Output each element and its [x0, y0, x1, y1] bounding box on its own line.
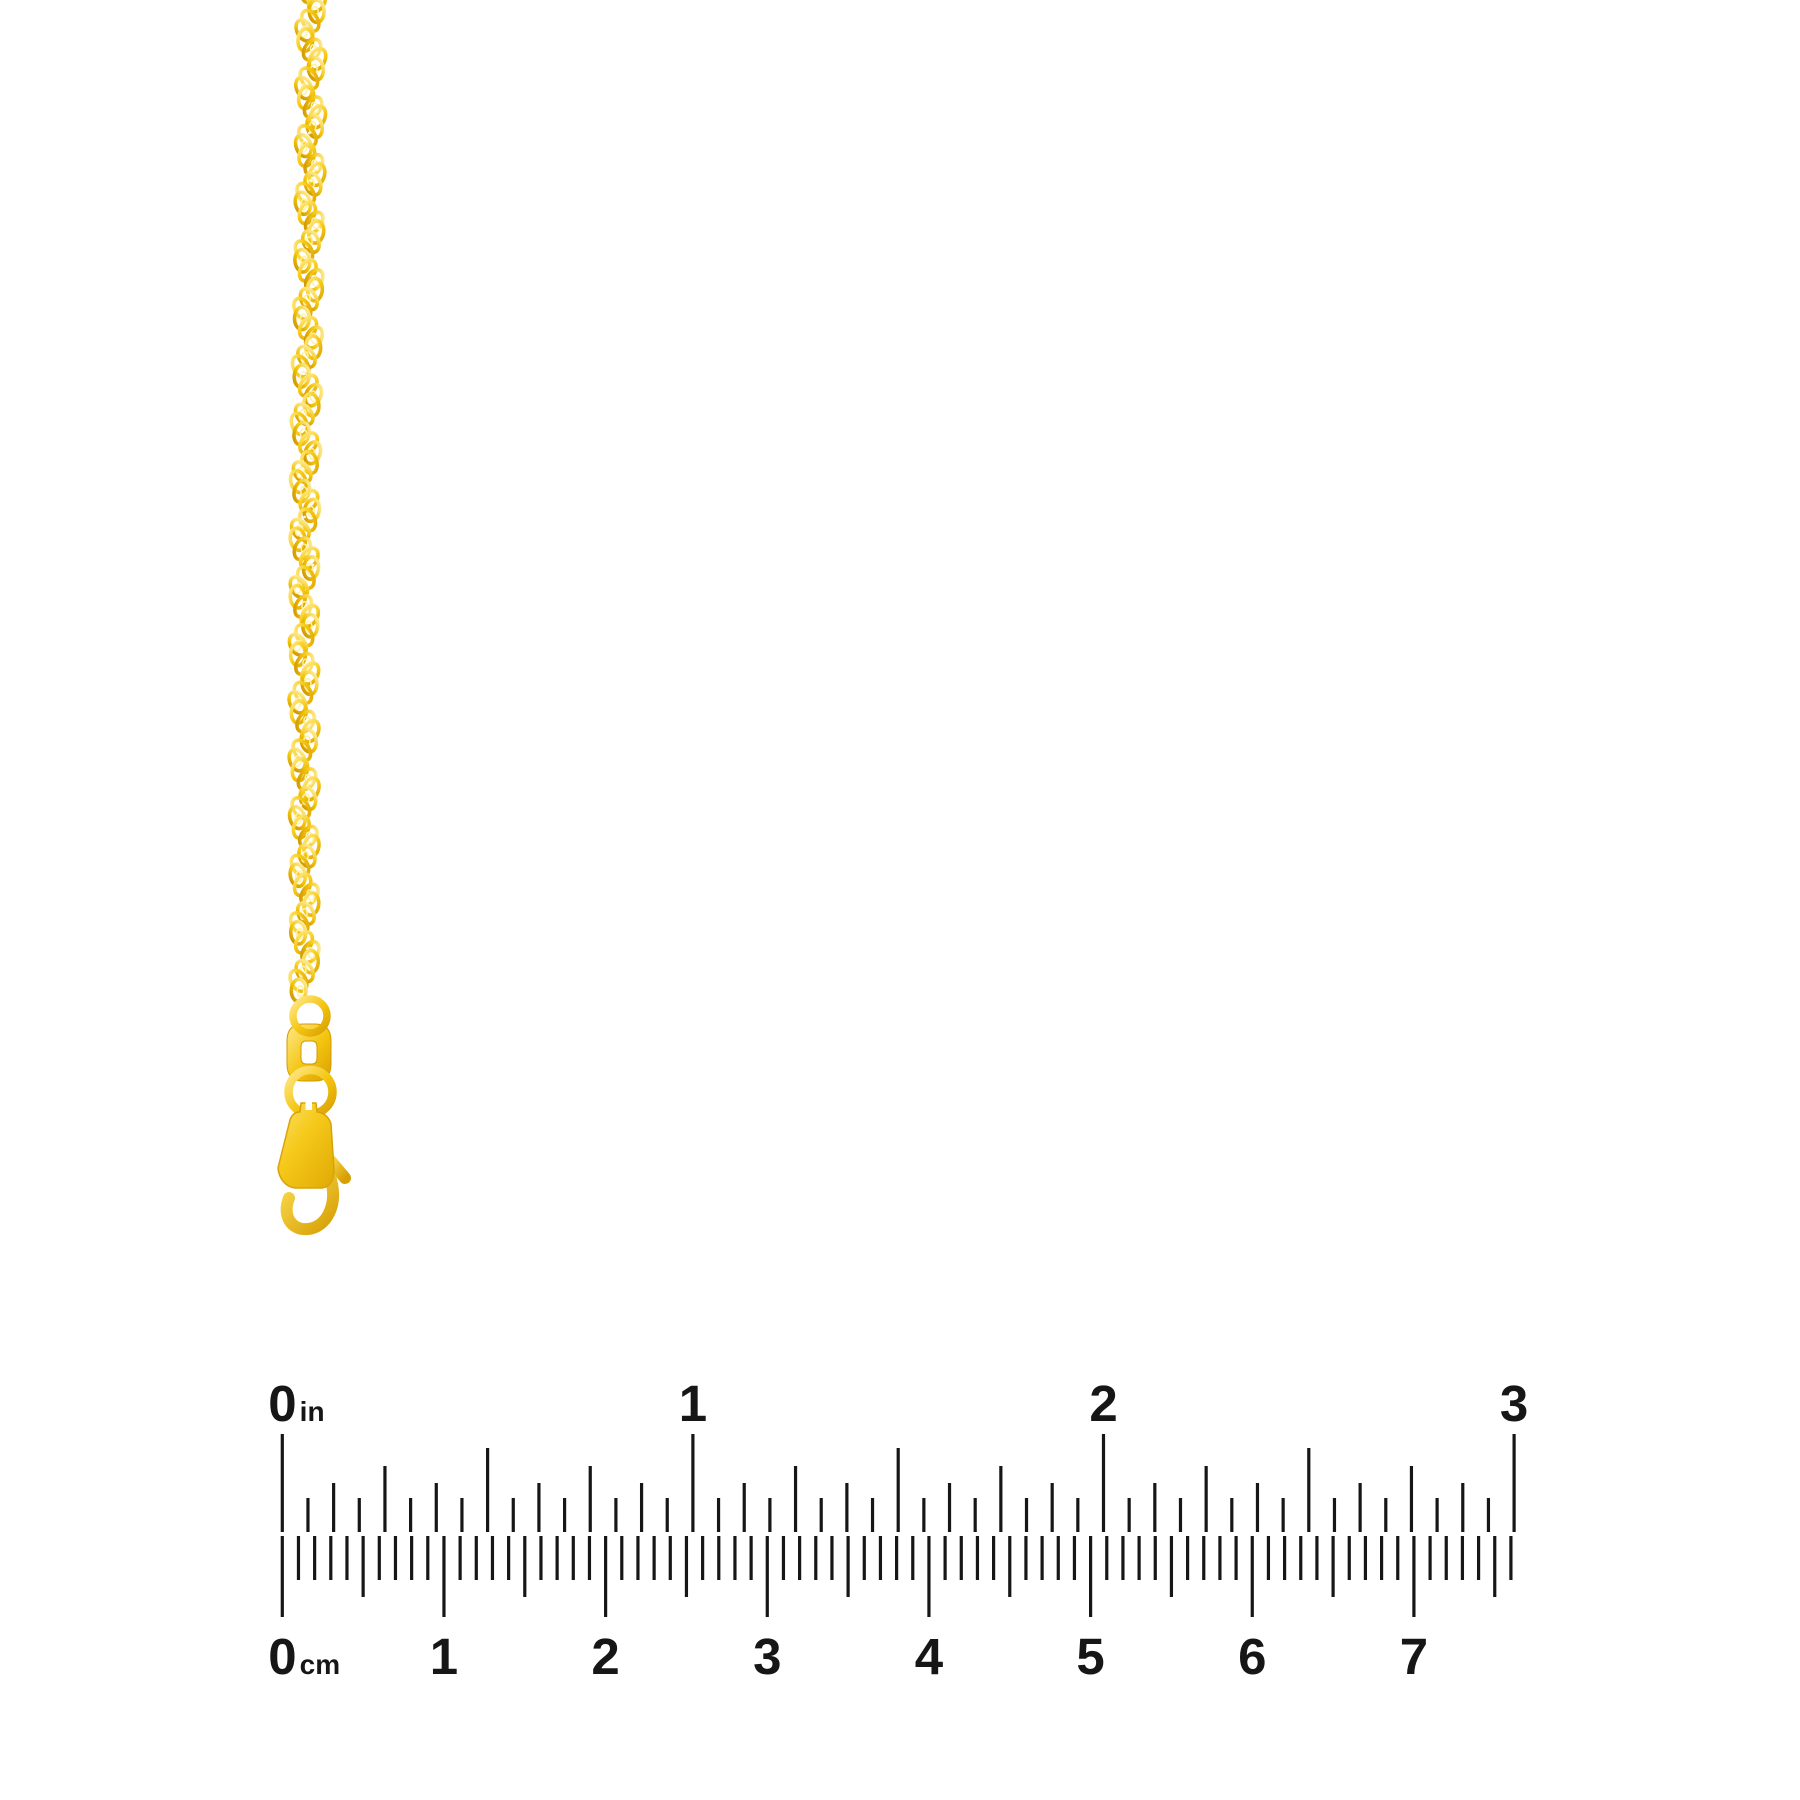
chain-sparkle — [303, 515, 306, 519]
chain-sparkle — [307, 131, 311, 135]
chain-sparkle — [299, 83, 303, 87]
chain-link — [299, 8, 321, 33]
chain-link — [293, 402, 315, 427]
cm-label-1: 1 — [429, 1628, 459, 1685]
chain-link — [297, 315, 319, 341]
inch-label-3: 3 — [1499, 1375, 1529, 1432]
chain-link — [292, 872, 313, 898]
lobster-clasp-body — [277, 1102, 335, 1189]
cm-label-5: 5 — [1076, 1628, 1105, 1685]
chain-link — [303, 382, 324, 408]
chain-link — [287, 747, 307, 773]
chain-link — [298, 286, 319, 312]
chain-link — [296, 344, 317, 369]
chain-link — [298, 66, 320, 91]
lobster-clasp-hook — [280, 1174, 339, 1236]
chain-sparkle — [301, 467, 305, 471]
chain-sparkle — [310, 899, 314, 903]
chain-link — [297, 258, 318, 283]
chain-link — [294, 75, 314, 101]
chain-link — [293, 622, 315, 648]
chain-link-highlight — [294, 812, 303, 825]
chain-link — [297, 142, 317, 168]
chain-link — [291, 738, 313, 763]
chain-link-highlight — [308, 447, 317, 460]
chain-link — [301, 229, 321, 255]
chain-link — [297, 200, 318, 226]
chain-sparkle — [296, 707, 300, 711]
oval-connector-link — [286, 1023, 332, 1082]
chain-link — [302, 95, 324, 120]
clasp-assembly — [277, 995, 351, 1236]
chain-link — [297, 507, 318, 533]
chain-link — [295, 901, 316, 926]
cm-label-6: 6 — [1238, 1628, 1267, 1685]
chain-link — [289, 411, 310, 437]
chain-sparkle — [300, 371, 304, 375]
chain-link — [303, 171, 323, 197]
chain-sparkle — [301, 851, 305, 855]
chain-link — [292, 478, 312, 504]
cm-label-unit: cm — [299, 1649, 341, 1680]
chain-sparkle — [317, 227, 321, 231]
chain-sparkle — [310, 323, 314, 327]
cm-label-zero-digit: 0 — [268, 1628, 297, 1685]
chain-link — [294, 651, 315, 677]
jump-ring-top — [289, 995, 331, 1037]
chain-link — [297, 843, 317, 869]
chain-link — [293, 594, 314, 619]
chain-link-highlight — [299, 198, 308, 211]
cm-label-2: 2 — [591, 1628, 620, 1685]
chain-link-highlight — [307, 505, 316, 518]
chain-sparkle — [309, 179, 313, 183]
chain-link — [300, 0, 322, 5]
gold-chain — [287, 0, 328, 1004]
chain-link — [293, 930, 315, 955]
inch-tick-marks — [280, 1434, 1516, 1532]
cm-label-0: 0 cm — [268, 1631, 340, 1682]
chain-link-highlight — [299, 140, 309, 153]
chain-link — [295, 565, 316, 591]
chain-sparkle — [299, 803, 303, 807]
inch-label-0: 0 in — [268, 1378, 324, 1429]
inch-label-zero-digit: 0 — [268, 1375, 297, 1432]
chain-link — [291, 814, 311, 840]
cm-label-3: 3 — [753, 1628, 782, 1685]
chain-sparkle — [293, 419, 297, 423]
chain-sparkle — [304, 35, 308, 39]
chain-link — [292, 536, 313, 562]
chain-link — [294, 958, 315, 984]
chain-link — [292, 680, 314, 705]
inch-label-unit: in — [299, 1396, 325, 1427]
clasp-lug-notch — [305, 1100, 312, 1110]
chain-link — [297, 373, 319, 398]
cm-label-7: 7 — [1399, 1628, 1429, 1685]
inch-label-1: 1 — [678, 1375, 708, 1432]
chain-link — [295, 709, 317, 734]
cm-label-4: 4 — [914, 1628, 944, 1685]
chain-link — [300, 718, 321, 744]
cm-tick-marks — [280, 1536, 1513, 1617]
chain-sparkle — [311, 563, 315, 567]
chain-link-highlight — [296, 985, 305, 998]
chain-sparkle — [305, 659, 309, 663]
chain-link — [301, 37, 323, 62]
inch-label-2: 2 — [1089, 1375, 1118, 1432]
